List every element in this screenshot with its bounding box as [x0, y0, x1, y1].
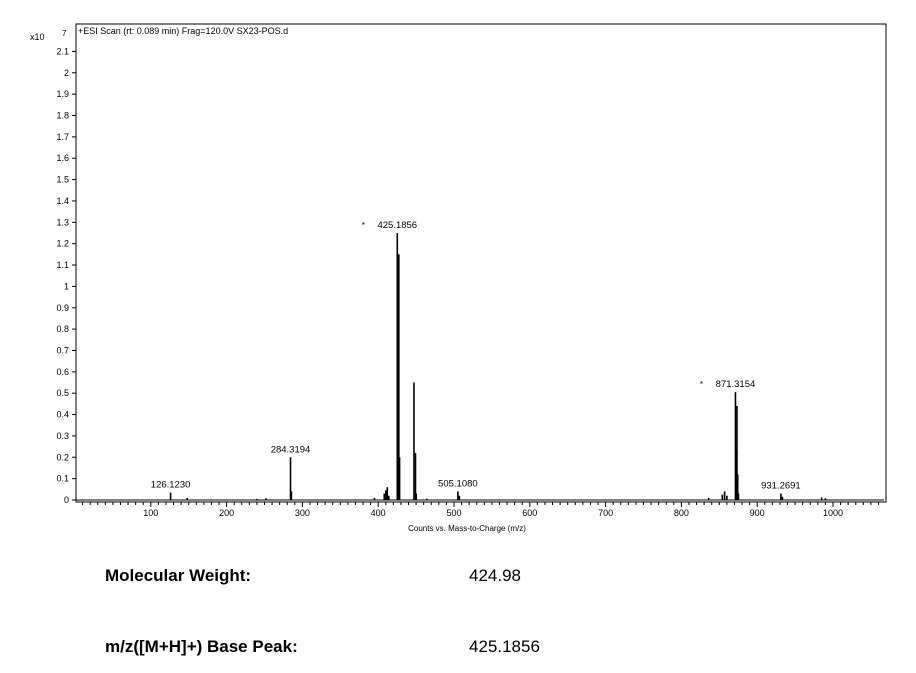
chart-title: +ESI Scan (rt: 0.089 min) Frag=120.0V SX… — [78, 26, 288, 36]
x-tick-label-6: 700 — [598, 508, 613, 518]
plot-frame — [75, 23, 887, 503]
y-tick-label-6: 0.6 — [56, 367, 69, 377]
y-tick-label-19: 1.9 — [56, 89, 69, 99]
annotation-label-3: 505.1080 — [438, 478, 478, 489]
y-tick-label-11: 1.1 — [56, 260, 69, 270]
molecular-weight-value: 424.98 — [469, 566, 521, 585]
y-tick-label-5: 0.5 — [56, 388, 69, 398]
base-peak-row: m/z([M+H]+) Base Peak: 425.1856 — [0, 637, 916, 661]
y-exponent-label: 7 — [62, 29, 67, 38]
y-tick-label-18: 1.8 — [56, 111, 69, 121]
y-tick-label-3: 0.3 — [56, 431, 69, 441]
molecular-weight-row: Molecular Weight: 424.98 — [0, 566, 916, 590]
y-tick-label-13: 1.3 — [56, 217, 69, 227]
annotation-marker-4: * — [700, 380, 703, 389]
annotation-label-0: 126.1230 — [151, 480, 191, 491]
y-tick-label-15: 1.5 — [56, 175, 69, 185]
x-axis: 100 200 300 400 500 600 700 800 900 1000 — [82, 502, 879, 518]
base-peak-label: m/z([M+H]+) Base Peak: — [105, 637, 298, 656]
x-tick-label-8: 900 — [750, 508, 765, 518]
x-tick-label-9: 1000 — [823, 508, 843, 518]
x-tick-label-3: 400 — [371, 508, 386, 518]
annotation-label-5: 931.2691 — [761, 481, 801, 492]
mass-spectrum-chart: x10 7 +ESI Scan (rt: 0.089 min) Frag=120… — [30, 23, 887, 533]
y-tick-label-20: 2 — [64, 68, 69, 78]
annotation-label-4: 871.3154 — [716, 379, 756, 390]
x-tick-label-7: 800 — [674, 508, 689, 518]
y-tick-label-14: 1.4 — [56, 196, 69, 206]
annotation-label-1: 284.3194 — [271, 444, 311, 455]
y-axis: 0 0.1 0.2 0.3 0.4 0.5 0.6 0.7 0.8 0.9 1 1.1 1.2 1.3 1.… — [56, 46, 76, 505]
x-tick-label-5: 600 — [522, 508, 537, 518]
y-tick-label-17: 1.7 — [56, 132, 69, 142]
y-tick-label-21: 2.1 — [56, 46, 69, 56]
x-axis-label: Counts vs. Mass-to-Charge (m/z) — [408, 524, 526, 533]
x-tick-label-0: 100 — [143, 508, 158, 518]
peak-annotations: 126.1230 284.3194 * 425.1856 505.1080 * 871.31… — [151, 220, 801, 492]
base-peak-value: 425.1856 — [469, 637, 540, 656]
y-tick-label-9: 0.9 — [56, 303, 69, 313]
y-tick-label-12: 1.2 — [56, 239, 69, 249]
molecular-weight-label: Molecular Weight: — [105, 566, 252, 585]
y-tick-label-2: 0.2 — [56, 452, 69, 462]
y-tick-label-4: 0.4 — [56, 410, 69, 420]
y-tick-label-10: 1 — [64, 281, 69, 291]
y-tick-label-1: 0.1 — [56, 474, 69, 484]
x-tick-label-1: 200 — [219, 508, 234, 518]
peak-series — [75, 233, 884, 501]
annotation-marker-2: * — [362, 221, 365, 230]
y-tick-label-7: 0.7 — [56, 345, 69, 355]
x-tick-label-4: 500 — [446, 508, 461, 518]
y-tick-label-0: 0 — [64, 495, 69, 505]
y-multiplier-label: x10 — [30, 32, 45, 42]
y-tick-label-8: 0.8 — [56, 324, 69, 334]
x-tick-label-2: 300 — [295, 508, 310, 518]
y-tick-label-16: 1.6 — [56, 153, 69, 163]
annotation-label-2: 425.1856 — [377, 220, 417, 231]
